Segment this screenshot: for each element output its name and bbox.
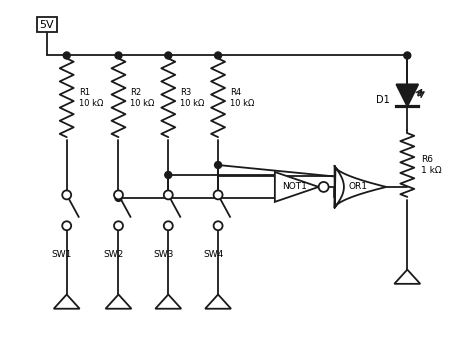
Circle shape	[164, 221, 173, 230]
Circle shape	[164, 190, 173, 199]
Circle shape	[214, 190, 223, 199]
Polygon shape	[335, 166, 386, 208]
Polygon shape	[54, 294, 80, 309]
Circle shape	[62, 221, 71, 230]
Circle shape	[215, 162, 221, 169]
Polygon shape	[205, 294, 231, 309]
Text: SW3: SW3	[153, 250, 173, 259]
Circle shape	[115, 194, 122, 201]
Circle shape	[319, 182, 328, 192]
Polygon shape	[275, 172, 319, 202]
Text: R6
1 kΩ: R6 1 kΩ	[421, 155, 442, 175]
Text: SW1: SW1	[52, 250, 72, 259]
Text: NOT1: NOT1	[282, 183, 307, 191]
Circle shape	[165, 171, 172, 178]
Circle shape	[115, 52, 122, 59]
Text: D1: D1	[375, 95, 389, 105]
Polygon shape	[155, 294, 181, 309]
Polygon shape	[106, 294, 131, 309]
Circle shape	[215, 52, 221, 59]
Circle shape	[63, 52, 70, 59]
Circle shape	[404, 52, 411, 59]
Circle shape	[165, 52, 172, 59]
Text: SW2: SW2	[103, 250, 124, 259]
Text: R3
10 kΩ: R3 10 kΩ	[180, 88, 205, 108]
Text: SW4: SW4	[203, 250, 223, 259]
Text: OR1: OR1	[348, 183, 367, 191]
Polygon shape	[394, 270, 420, 284]
Circle shape	[114, 221, 123, 230]
Text: R2
10 kΩ: R2 10 kΩ	[130, 88, 155, 108]
Text: R1
10 kΩ: R1 10 kΩ	[79, 88, 103, 108]
Polygon shape	[396, 84, 418, 106]
Circle shape	[62, 190, 71, 199]
Text: R4
10 kΩ: R4 10 kΩ	[230, 88, 255, 108]
Circle shape	[214, 221, 223, 230]
Circle shape	[114, 190, 123, 199]
Text: 5V: 5V	[39, 20, 54, 30]
